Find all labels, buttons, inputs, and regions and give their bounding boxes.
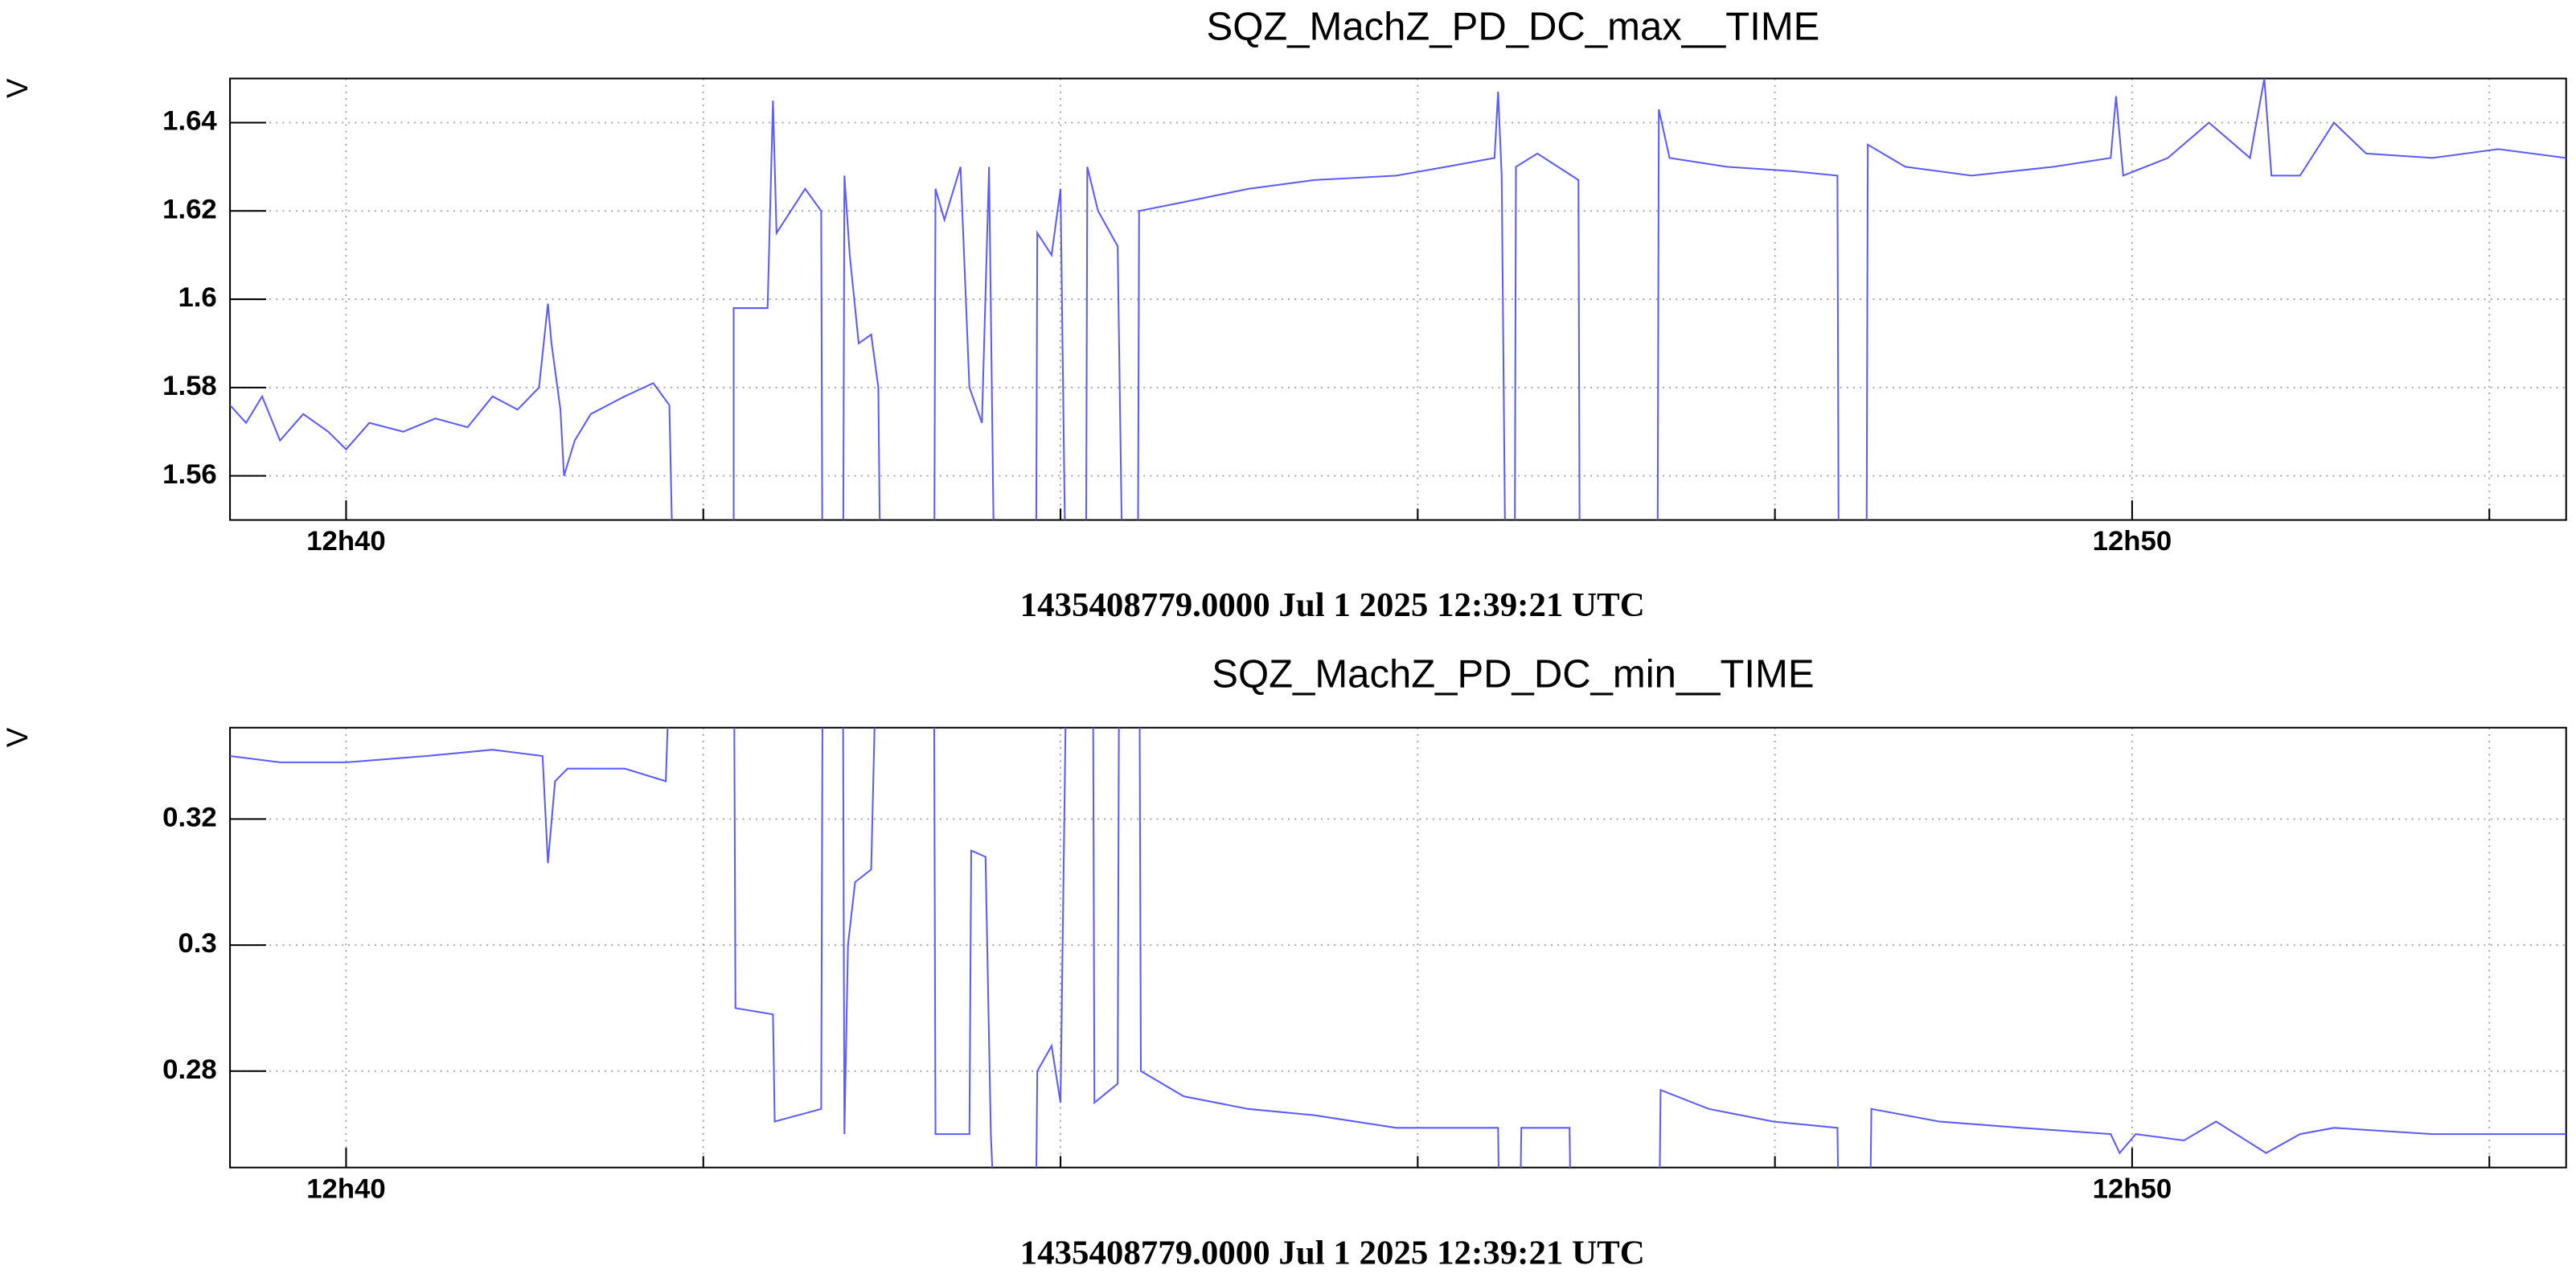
plot-frame xyxy=(229,77,2567,521)
chart-title: SQZ_MachZ_PD_DC_min__TIME xyxy=(1212,653,1814,696)
y-tick-label: 1.6 xyxy=(178,282,216,313)
x-axis-label: 1435408779.0000 Jul 1 2025 12:39:21 UTC xyxy=(1020,1234,1645,1272)
plot-frame xyxy=(229,726,2567,1169)
data-line xyxy=(230,78,2566,520)
x-tick-label: 12h40 xyxy=(306,1173,385,1204)
x-tick-label: 12h50 xyxy=(2093,1173,2172,1204)
y-tick-label: 0.3 xyxy=(178,928,216,959)
y-tick-label: 1.56 xyxy=(162,459,217,490)
y-tick-label: 0.28 xyxy=(162,1054,217,1085)
x-tick-label: 12h50 xyxy=(2093,526,2172,557)
y-axis-label: V xyxy=(1,78,34,98)
data-line xyxy=(230,727,2566,1168)
y-axis-label: V xyxy=(1,727,34,747)
y-tick-label: 1.62 xyxy=(162,194,217,224)
y-tick-label: 0.32 xyxy=(162,803,217,833)
chart-title: SQZ_MachZ_PD_DC_max__TIME xyxy=(1206,6,1819,49)
y-tick-label: 1.64 xyxy=(162,106,217,137)
x-tick-label: 12h40 xyxy=(306,526,385,557)
y-tick-label: 1.58 xyxy=(162,371,217,401)
x-axis-label: 1435408779.0000 Jul 1 2025 12:39:21 UTC xyxy=(1020,586,1645,624)
